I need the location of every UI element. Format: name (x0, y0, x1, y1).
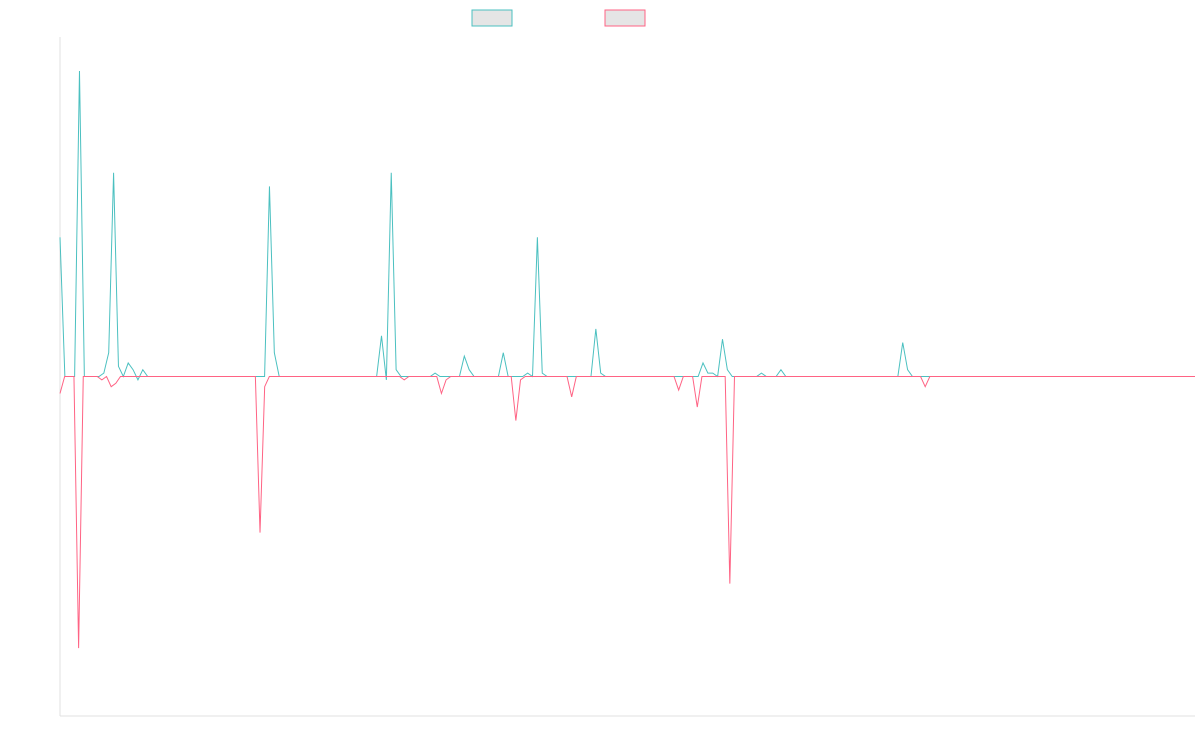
legend (471, 9, 646, 27)
series-line-s2 (59, 375, 1195, 649)
axes (59, 37, 1195, 717)
legend-swatch-s1[interactable] (471, 9, 513, 27)
legend-swatch-s2[interactable] (604, 9, 646, 27)
plot-area (59, 70, 1195, 649)
series-line-s1 (59, 70, 1195, 382)
